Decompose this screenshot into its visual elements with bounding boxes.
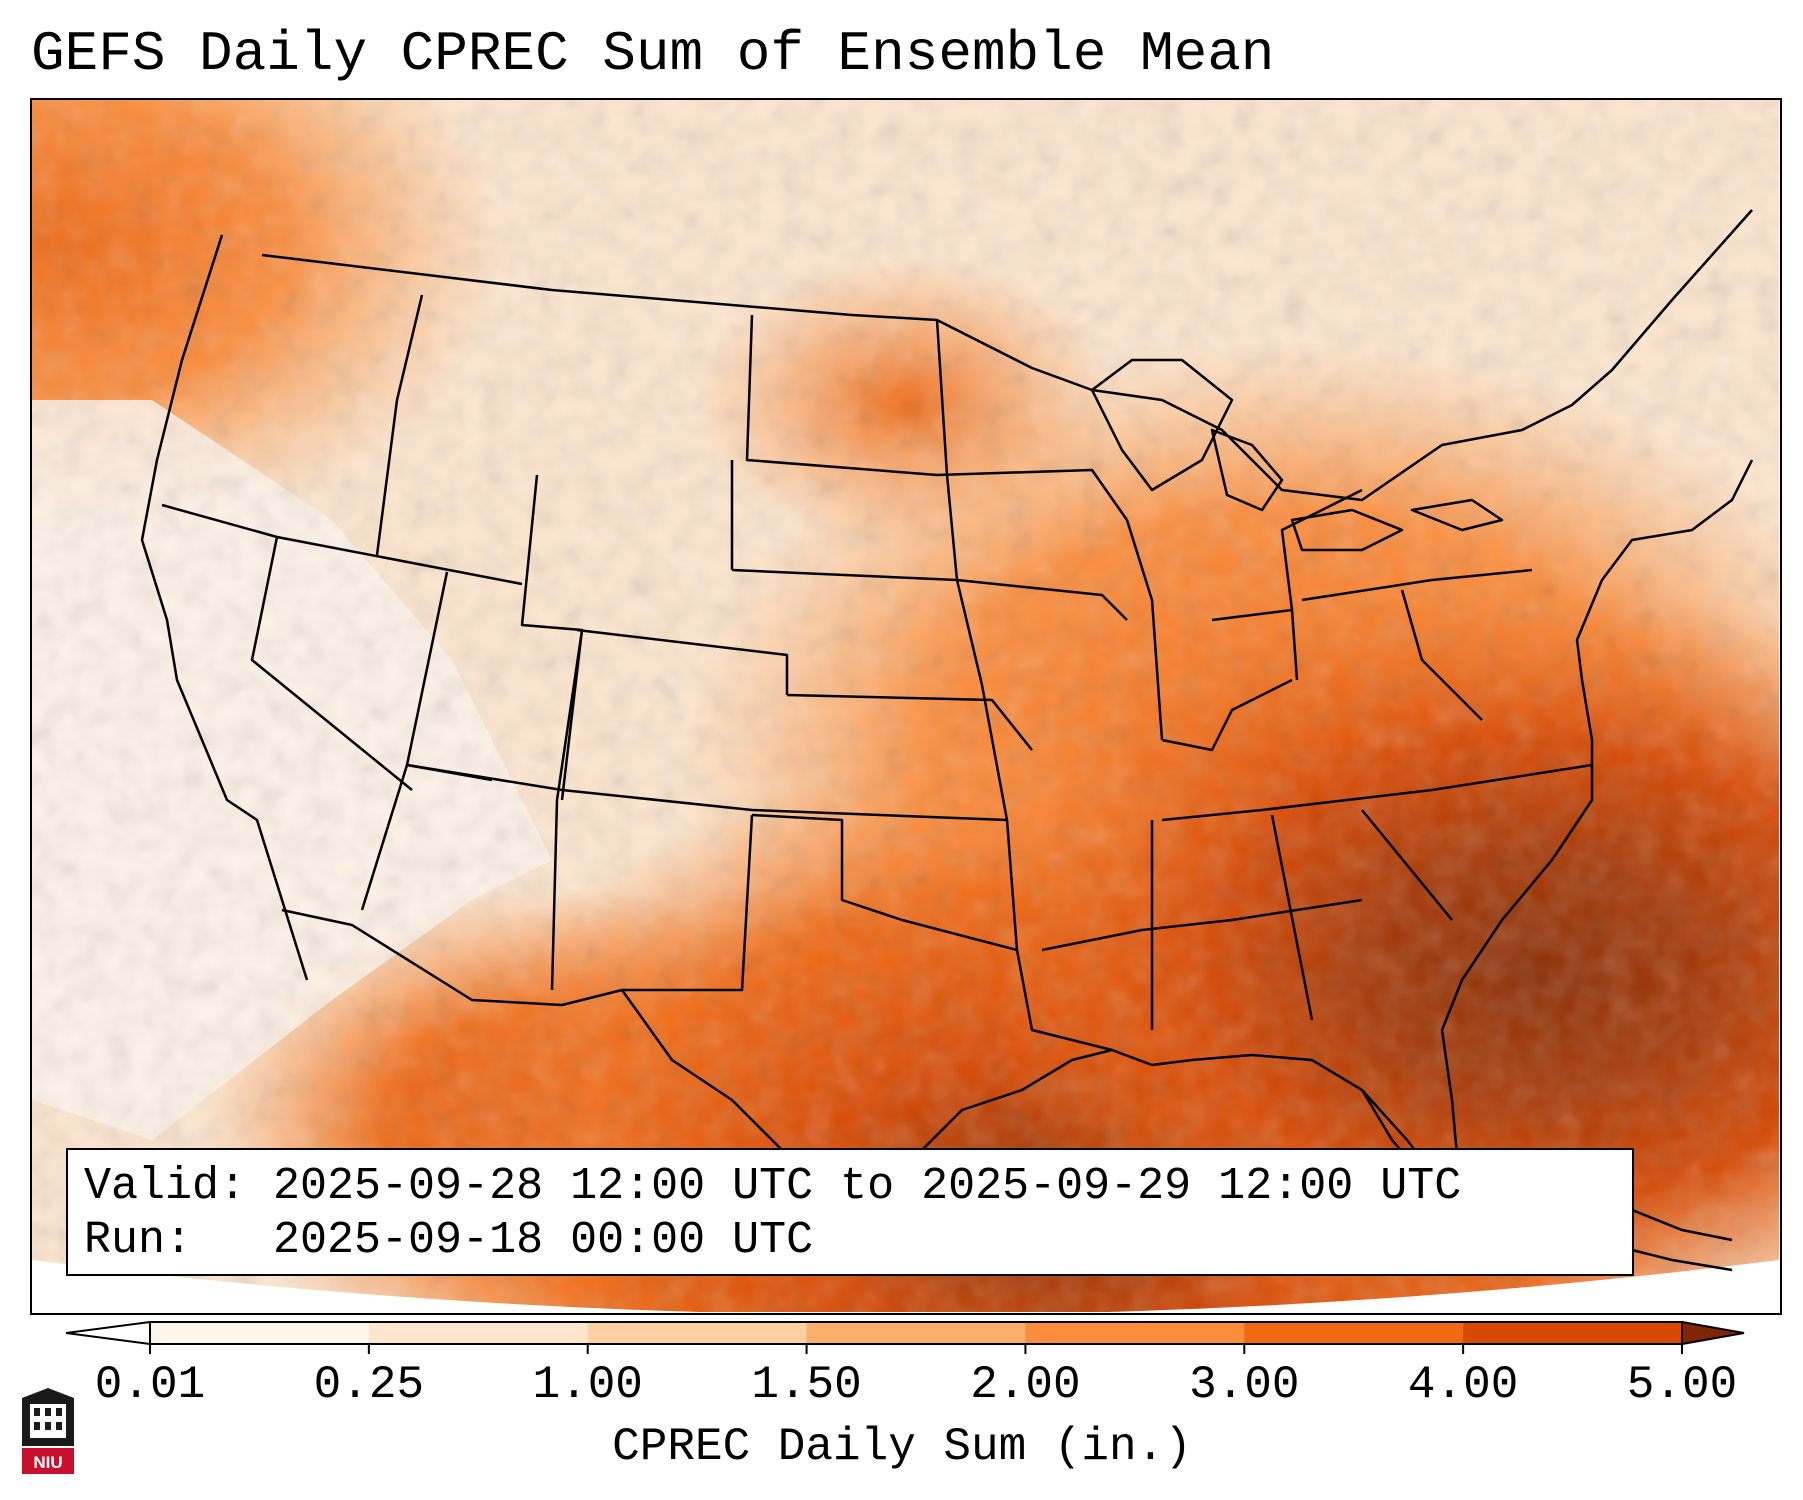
colorbar-segment [1463,1322,1683,1344]
colorbar-segment [806,1322,1026,1344]
colorbar-over-extension [1681,1320,1745,1346]
colorbar-segment [1244,1322,1464,1344]
colorbar-tick-label: 1.50 [751,1359,862,1411]
colorbar-label: CPREC Daily Sum (in.) [612,1421,1192,1473]
valid-line: Valid: 2025-09-28 12:00 UTC to 2025-09-2… [84,1161,1462,1212]
domain-edge [32,1260,1779,1312]
map-title: GEFS Daily CPREC Sum of Ensemble Mean [31,22,1275,86]
colorbar-segment [1025,1322,1245,1344]
colorbar-segment [368,1322,589,1344]
colorbar-segment [587,1322,808,1344]
colorbar-segment [150,1322,370,1344]
colorbar-tick-label: 0.25 [313,1359,425,1411]
colorbar-tick-label: 0.01 [94,1359,206,1411]
colorbar-tick-label: 5.00 [1626,1359,1738,1411]
colorbar-tick-label: 4.00 [1407,1359,1519,1411]
state-boundaries [140,209,1754,1261]
precip-map [32,100,1779,1312]
colorbar [66,1320,1745,1354]
niu-logo-icon: NIU [22,1388,74,1474]
colorbar-border [149,1321,1683,1345]
valid-time-box: Valid: 2025-09-28 12:00 UTC to 2025-09-2… [66,1148,1634,1276]
logo-text: NIU [33,1453,62,1472]
map-frame [30,98,1782,1315]
colorbar-under-extension [66,1320,151,1346]
run-line: Run: 2025-09-18 00:00 UTC [84,1215,814,1266]
colorbar-tick-label: 2.00 [970,1359,1081,1411]
colorbar-tick-label: 3.00 [1189,1359,1300,1411]
colorbar-tick-label: 1.00 [532,1359,643,1411]
